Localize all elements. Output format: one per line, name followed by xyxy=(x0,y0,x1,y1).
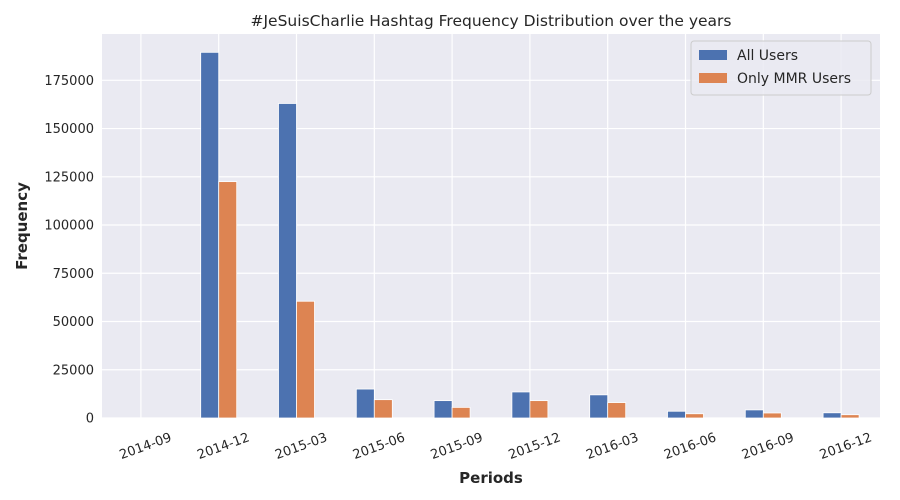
y-axis-ticks: 0 25000 50000 75000 100000 125000 150000 175000 xyxy=(44,74,94,427)
bar-all-users xyxy=(433,400,453,419)
x-axis-title: Periods xyxy=(459,469,523,487)
x-tick-label: 2015-03 xyxy=(273,430,329,463)
bar-only-mmr-users xyxy=(762,412,782,419)
x-tick-label: 2016-06 xyxy=(662,430,718,463)
x-tick-label: 2015-12 xyxy=(507,430,563,463)
x-tick-label: 2016-09 xyxy=(740,430,796,463)
y-tick-label: 100000 xyxy=(44,219,94,234)
bar-only-mmr-users xyxy=(529,400,549,419)
x-tick-label: 2015-06 xyxy=(351,430,407,463)
bar-only-mmr-users xyxy=(607,402,627,419)
bar-all-users xyxy=(278,103,297,419)
y-tick-label: 125000 xyxy=(44,170,94,185)
y-tick-label: 25000 xyxy=(53,363,94,378)
x-tick-label: 2014-09 xyxy=(118,430,174,463)
legend: All Users Only MMR Users xyxy=(690,40,872,96)
bar-all-users xyxy=(667,410,686,419)
y-tick-label: 75000 xyxy=(53,267,94,282)
y-axis-title: Frequency xyxy=(13,182,31,270)
y-tick-label: 0 xyxy=(86,412,94,427)
bar-only-mmr-users xyxy=(218,181,238,419)
x-tick-label: 2016-12 xyxy=(818,430,874,463)
bar-only-mmr-users xyxy=(373,399,393,419)
legend-box xyxy=(690,40,872,96)
legend-swatch xyxy=(699,50,727,60)
bar-only-mmr-users xyxy=(296,300,315,419)
y-tick-label: 175000 xyxy=(44,74,94,89)
bar-all-users xyxy=(511,391,531,419)
x-tick-label: 2014-12 xyxy=(195,430,251,463)
bar-all-users xyxy=(589,394,609,419)
bar-all-users xyxy=(200,51,220,419)
bar-only-mmr-users xyxy=(840,414,860,419)
bar-all-users xyxy=(744,409,764,419)
bar-all-users xyxy=(822,412,842,419)
bar-all-users xyxy=(355,388,375,419)
bar-only-mmr-users xyxy=(685,413,704,419)
chart-title: #JeSuisCharlie Hashtag Frequency Distrib… xyxy=(251,12,732,30)
bars xyxy=(200,51,860,419)
x-axis-ticks: 2014-09 2014-12 2015-03 2015-06 2015-09 2015-… xyxy=(118,430,874,463)
legend-label: All Users xyxy=(737,48,798,64)
x-tick-label: 2015-09 xyxy=(429,430,485,463)
y-tick-label: 50000 xyxy=(53,315,94,330)
bar-only-mmr-users xyxy=(451,406,471,419)
legend-swatch xyxy=(699,73,727,83)
y-tick-label: 150000 xyxy=(44,122,94,137)
x-tick-label: 2016-03 xyxy=(584,430,640,463)
legend-label: Only MMR Users xyxy=(737,71,851,87)
